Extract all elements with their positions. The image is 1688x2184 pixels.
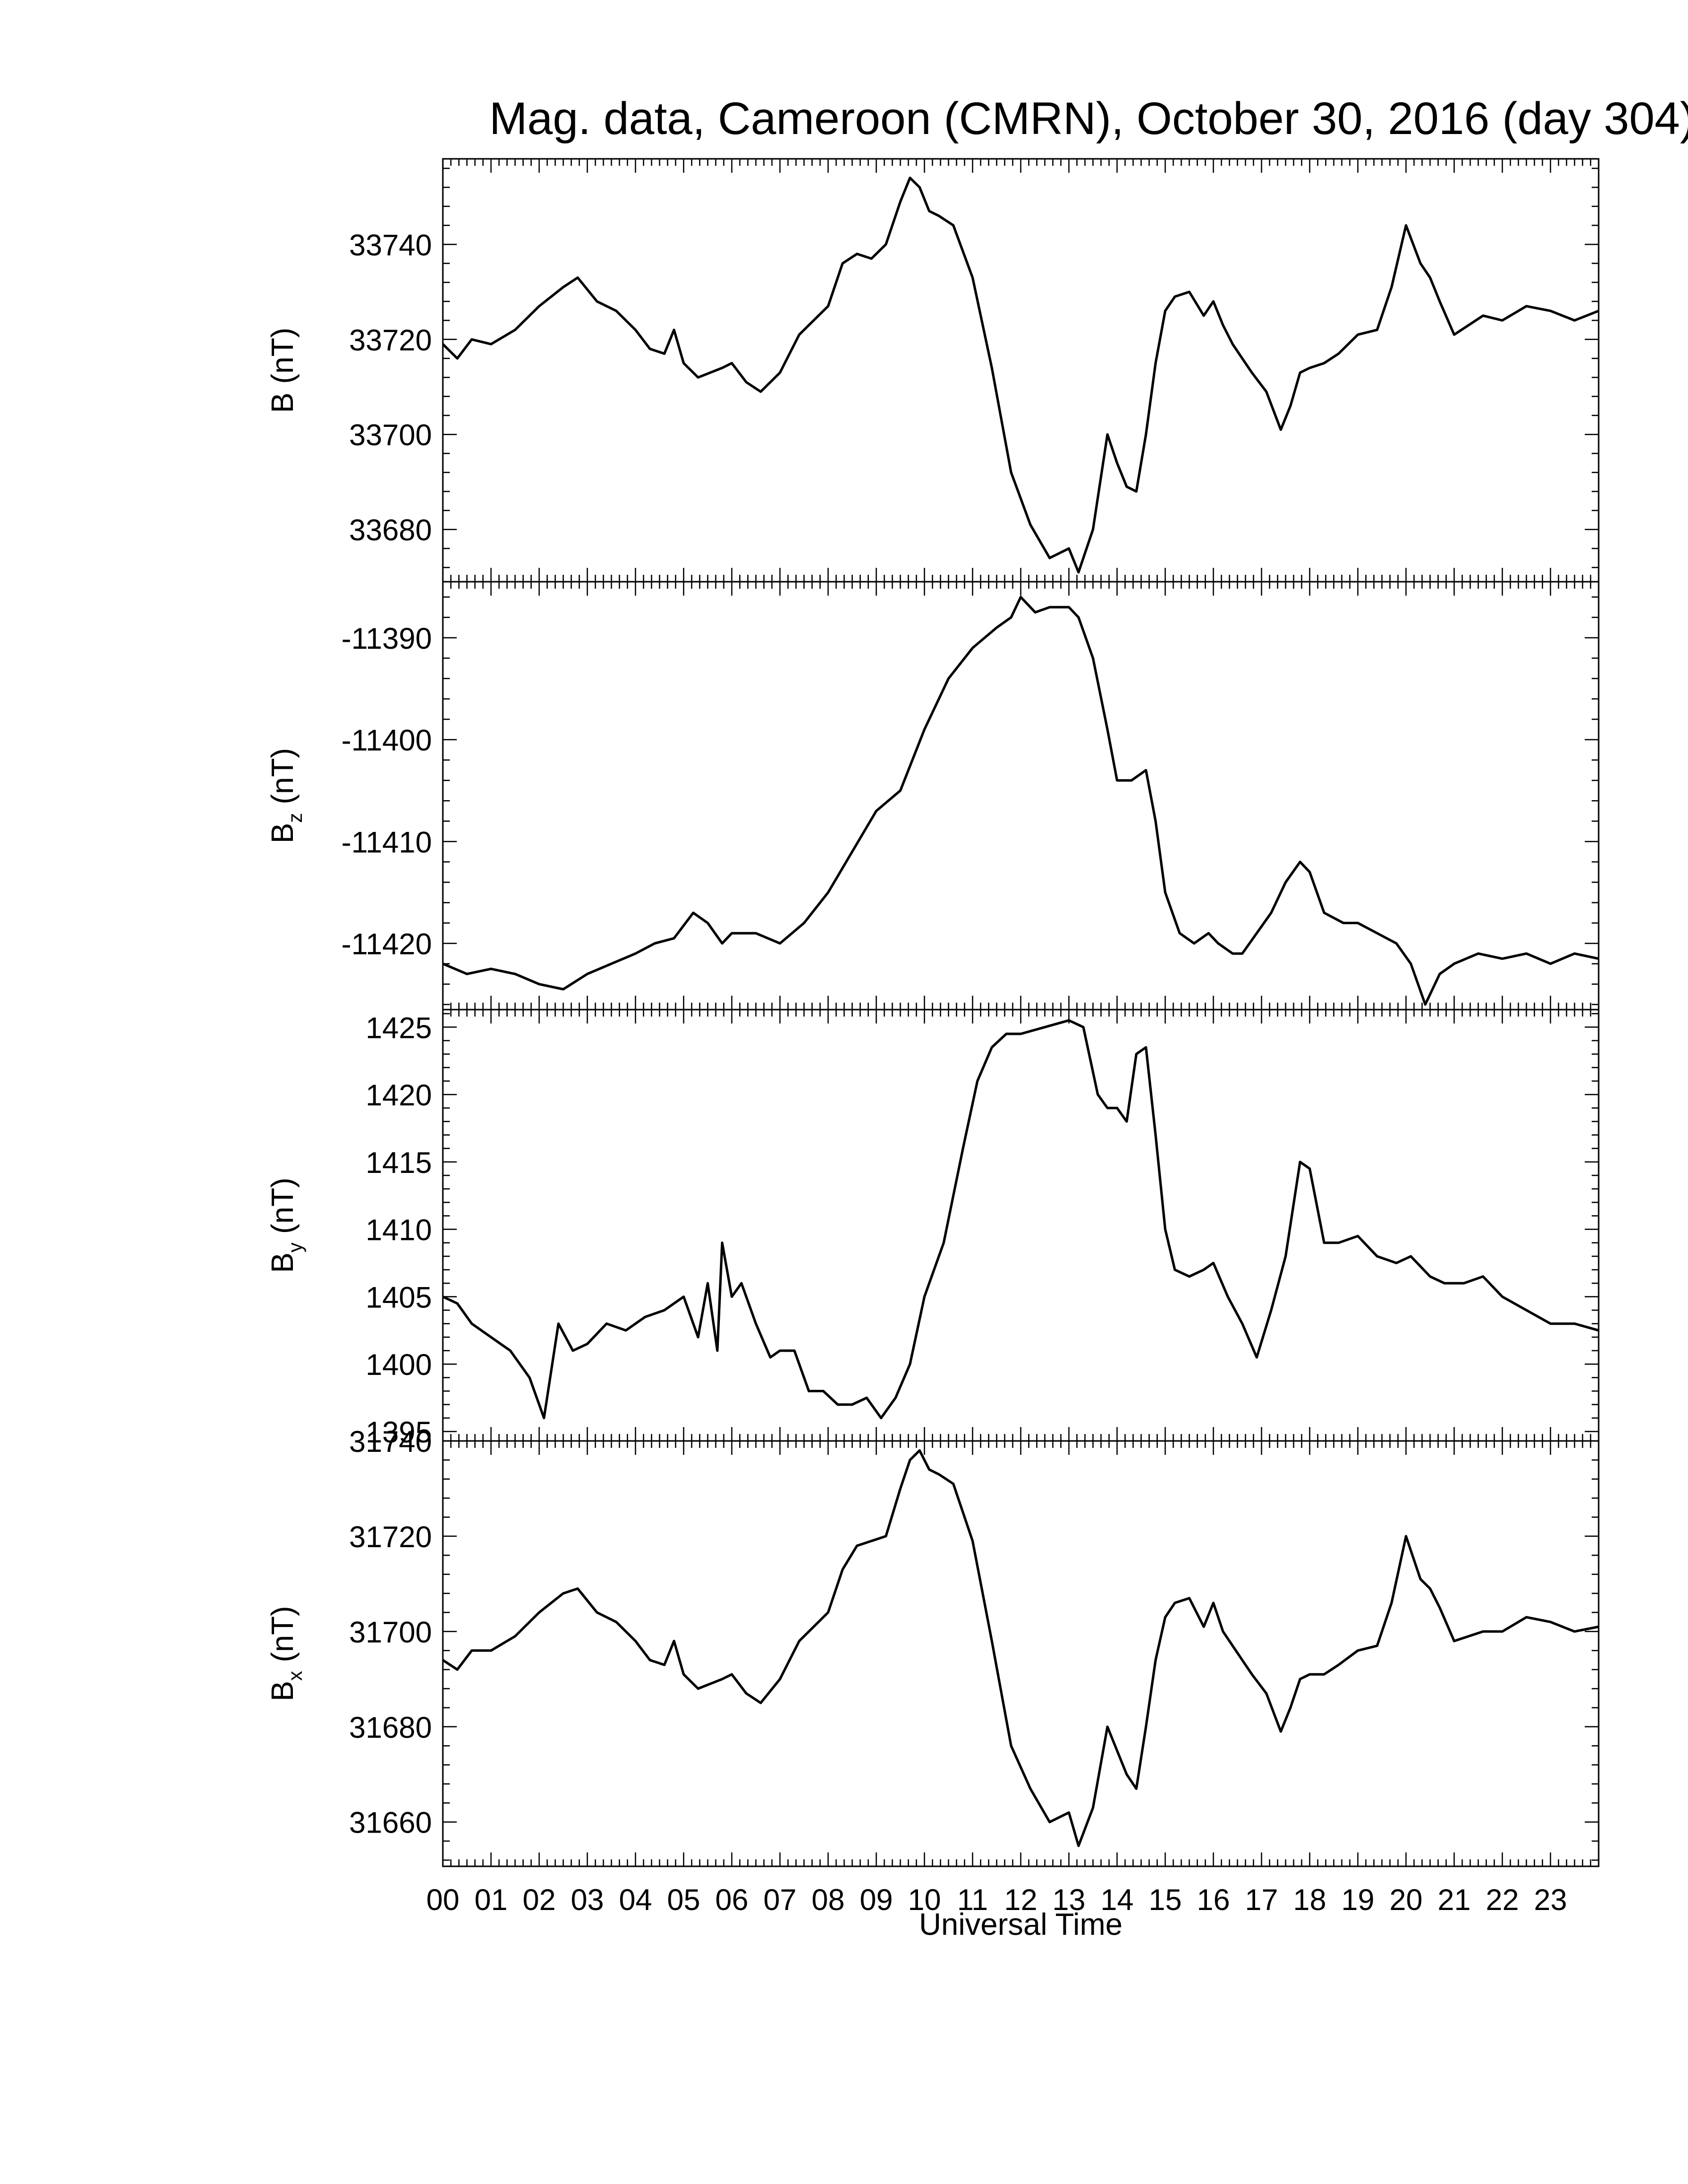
y-tick-label: 1395 bbox=[366, 1416, 432, 1449]
y-tick-label: 31700 bbox=[349, 1616, 432, 1649]
y-tick-label: 33680 bbox=[349, 514, 432, 547]
y-tick-label: 31740 bbox=[349, 1425, 432, 1458]
x-tick-label: 02 bbox=[523, 1883, 556, 1916]
x-axis-label: Universal Time bbox=[919, 1908, 1123, 1942]
x-tick-label: 19 bbox=[1341, 1883, 1375, 1916]
x-tick-label: 08 bbox=[812, 1883, 845, 1916]
x-tick-label: 04 bbox=[619, 1883, 652, 1916]
x-tick-label: 11 bbox=[957, 1883, 988, 1916]
y-tick-marks bbox=[443, 1440, 1599, 1861]
series-line-x bbox=[442, 1449, 1599, 1847]
x-tick-marks bbox=[450, 1010, 1592, 1441]
y-tick-label: 33720 bbox=[349, 324, 432, 357]
y-tick-marks bbox=[443, 167, 1599, 568]
x-tick-label: 05 bbox=[667, 1883, 701, 1916]
panel-2: 1395 1400 1405 1410 1415 1420 1425 By (nT) bbox=[266, 1009, 1600, 1449]
y-tick-label: -11420 bbox=[342, 928, 432, 961]
y-axis-label: By (nT) bbox=[266, 1177, 306, 1273]
x-tick-label: 01 bbox=[475, 1883, 508, 1916]
panel-0: 33680 33700 33720 33740 B (nT) bbox=[266, 158, 1600, 583]
y-axis-label: Bz (nT) bbox=[266, 748, 306, 843]
x-tick-marks bbox=[450, 582, 1592, 1010]
series-line-z bbox=[442, 596, 1599, 1006]
y-axis-label: B (nT) bbox=[266, 328, 300, 413]
y-tick-label: 1410 bbox=[366, 1214, 432, 1247]
y-tick-marks bbox=[443, 596, 1599, 1005]
x-tick-label: 13 bbox=[1053, 1883, 1086, 1916]
x-tick-label: 20 bbox=[1390, 1883, 1423, 1916]
x-tick-label: 15 bbox=[1149, 1883, 1182, 1916]
x-tick-label: 21 bbox=[1438, 1883, 1471, 1916]
y-tick-label: 1425 bbox=[366, 1011, 432, 1044]
panel-1: -11390 -11400 -11410 -11420 Bz (nT) bbox=[266, 581, 1600, 1011]
y-tick-label: 33740 bbox=[349, 228, 432, 262]
series-line-total bbox=[442, 176, 1599, 574]
y-tick-label: -11390 bbox=[342, 622, 432, 655]
x-tick-label: 07 bbox=[764, 1883, 797, 1916]
x-tick-label: 17 bbox=[1245, 1883, 1278, 1916]
panel-3: 31660 31680 31700 31720 31740 Bx (nT) bbox=[266, 1425, 1600, 1867]
x-tick-label: 18 bbox=[1293, 1883, 1327, 1916]
y-tick-label: 31680 bbox=[349, 1711, 432, 1744]
x-tick-label: 16 bbox=[1197, 1883, 1230, 1916]
x-tick-label: 06 bbox=[715, 1883, 749, 1916]
x-tick-label: 10 bbox=[908, 1883, 941, 1916]
x-tick-label: 03 bbox=[571, 1883, 604, 1916]
series-line-y bbox=[442, 1019, 1599, 1420]
x-tick-label: 00 bbox=[426, 1883, 460, 1916]
x-tick-label: 23 bbox=[1534, 1883, 1567, 1916]
y-tick-label: 31660 bbox=[349, 1806, 432, 1840]
y-tick-label: 1405 bbox=[366, 1281, 432, 1314]
chart-title: Mag. data, Cameroon (CMRN), October 30, … bbox=[490, 93, 1688, 144]
y-tick-label: 1400 bbox=[366, 1348, 432, 1381]
y-tick-label: -11400 bbox=[342, 724, 432, 757]
x-tick-marks bbox=[450, 159, 1592, 582]
x-tick-label: 09 bbox=[860, 1883, 893, 1916]
x-tick-label: 12 bbox=[1004, 1883, 1038, 1916]
y-tick-label: -11410 bbox=[342, 825, 432, 859]
x-tick-label: 22 bbox=[1486, 1883, 1519, 1916]
y-tick-label: 1420 bbox=[366, 1079, 432, 1112]
y-tick-label: 1415 bbox=[366, 1146, 432, 1179]
x-tick-label: 14 bbox=[1101, 1883, 1134, 1916]
y-tick-label: 31720 bbox=[349, 1520, 432, 1554]
y-axis-label: Bx (nT) bbox=[266, 1606, 306, 1701]
x-tick-marks bbox=[450, 1441, 1592, 1866]
x-tick-labels: 00 01 02 03 04 05 06 07 08 09 10 11 12 13 14 15 16 17 18 19… bbox=[426, 1883, 1567, 1916]
y-tick-label: 33700 bbox=[349, 418, 432, 452]
